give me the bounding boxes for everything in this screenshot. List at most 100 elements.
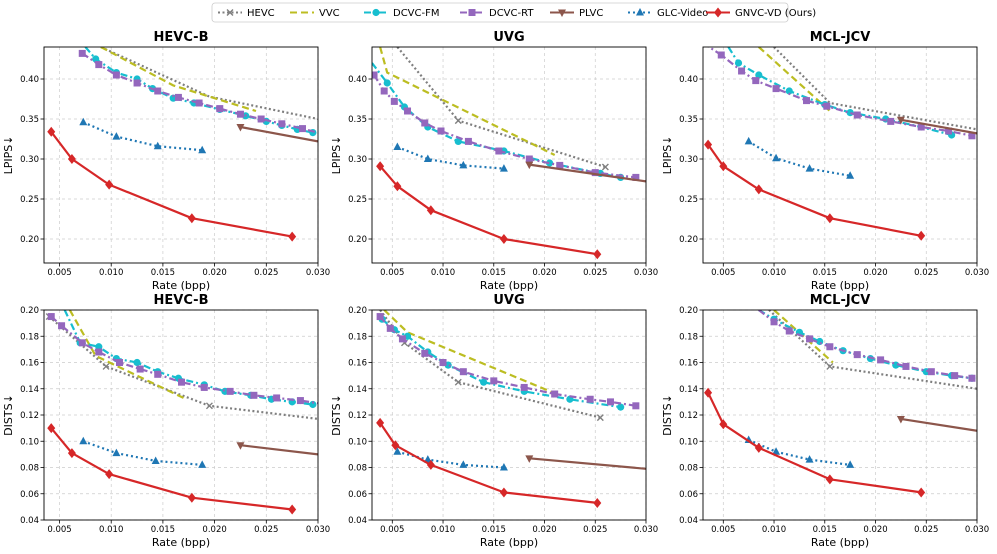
data-point-glc-video <box>499 463 508 471</box>
data-point-dcvc-rt <box>823 102 831 110</box>
data-point-gnvc-vd-ours <box>426 205 435 216</box>
legend-item-dcvc-rt: DCVC-RT <box>460 8 534 19</box>
series-line-vvc <box>68 310 185 399</box>
series-line-dcvc-fm <box>84 47 314 134</box>
y-tick-label: 0.25 <box>679 195 698 205</box>
chart-title: HEVC-B <box>154 30 209 45</box>
data-point-gnvc-vd-ours <box>499 234 508 244</box>
chart-title: HEVC-B <box>154 293 209 308</box>
y-axis-label: DISTS↓ <box>661 394 674 436</box>
x-tick-label: 0.025 <box>254 525 278 535</box>
x-tick-label: 0.020 <box>202 525 226 535</box>
legend-marker-dcvc-fm <box>372 8 380 17</box>
series-dcvc-rt <box>376 313 640 410</box>
y-tick-label: 0.18 <box>348 332 367 342</box>
legend-item-gnvc-vd-ours: GNVC-VD (Ours) <box>706 7 816 19</box>
data-point-glc-video <box>151 456 160 464</box>
y-tick-label: 0.06 <box>20 490 39 500</box>
x-tick-label: 0.015 <box>813 525 837 535</box>
data-point-dcvc-rt <box>296 397 304 405</box>
y-tick-label: 0.12 <box>348 411 367 421</box>
data-point-dcvc-rt <box>174 93 182 101</box>
y-tick-label: 0.06 <box>348 490 367 500</box>
y-tick-label: 0.20 <box>348 235 367 245</box>
data-point-glc-video <box>79 436 88 445</box>
data-point-glc-video <box>846 171 855 179</box>
data-point-plvc <box>525 455 534 463</box>
data-point-glc-video <box>153 141 162 150</box>
data-point-glc-video <box>198 145 207 154</box>
legend-label-hevc: HEVC <box>247 8 275 19</box>
data-point-dcvc-rt <box>154 87 162 95</box>
series-line-plvc <box>529 163 646 183</box>
series-line-vvc <box>383 310 561 397</box>
data-point-dcvc-rt <box>520 383 528 391</box>
series-vvc <box>68 310 185 399</box>
series-glc-video <box>79 436 207 468</box>
legend: HEVC VVC DCVC-FM DCVC-RT PLVC GLC-Video GNVC-V… <box>218 7 816 19</box>
x-tick-label: 0.020 <box>863 525 887 535</box>
series-dcvc-rt <box>372 71 640 181</box>
x-tick-label: 0.010 <box>431 268 455 278</box>
series-hevc <box>396 47 609 171</box>
grid <box>703 47 978 263</box>
y-tick-label: 0.35 <box>679 115 698 125</box>
data-point-dcvc-rt <box>95 348 103 356</box>
data-point-dcvc-rt <box>390 97 398 105</box>
data-point-dcvc-rt <box>770 318 778 326</box>
y-tick-label: 0.08 <box>348 464 367 474</box>
legend-item-dcvc-fm: DCVC-FM <box>364 8 440 19</box>
data-point-dcvc-rt <box>58 322 66 330</box>
x-tick-label: 0.005 <box>380 525 404 535</box>
data-point-dcvc-rt <box>853 111 861 119</box>
data-point-dcvc-rt <box>951 372 959 380</box>
x-tick-label: 0.010 <box>99 525 123 535</box>
y-tick-label: 0.20 <box>20 235 39 245</box>
series-dcvc-rt <box>707 47 976 140</box>
data-point-gnvc-vd-ours <box>719 419 728 430</box>
y-tick-label: 0.14 <box>348 385 367 395</box>
data-point-gnvc-vd-ours <box>754 442 763 453</box>
data-point-plvc <box>525 161 534 170</box>
data-point-dcvc-rt <box>927 368 935 376</box>
data-point-hevc <box>102 362 110 370</box>
data-point-glc-video <box>112 132 121 140</box>
y-tick-label: 0.08 <box>679 464 698 474</box>
data-point-dcvc-rt <box>887 117 895 125</box>
chart-title: UVG <box>493 30 524 45</box>
data-point-hevc <box>601 163 609 171</box>
data-point-plvc <box>236 442 245 450</box>
x-axis-label: Rate (bpp) <box>480 279 538 292</box>
axes-frame <box>43 46 319 264</box>
data-point-glc-video <box>393 142 402 150</box>
series-gnvc-vd-ours <box>47 423 297 515</box>
x-axis-label: Rate (bpp) <box>152 279 210 292</box>
data-point-dcvc-rt <box>738 67 746 75</box>
series-line-vvc <box>379 47 556 156</box>
data-point-dcvc-rt <box>404 107 412 115</box>
data-point-dcvc-rt <box>717 51 725 59</box>
data-point-dcvc-rt <box>632 173 640 181</box>
data-point-dcvc-rt <box>752 77 760 85</box>
legend-frame <box>211 2 789 23</box>
y-tick-label: 0.14 <box>679 385 698 395</box>
axes-frame <box>371 46 647 264</box>
x-tick-label: 0.010 <box>762 268 786 278</box>
data-point-gnvc-vd-ours <box>105 179 114 190</box>
legend-marker-glc-video <box>636 8 644 16</box>
data-point-dcvc-rt <box>226 387 234 395</box>
data-point-plvc <box>896 415 905 424</box>
series-line-dcvc-rt <box>707 47 973 137</box>
series-group <box>45 310 318 515</box>
x-tick-label: 0.005 <box>47 525 71 535</box>
data-point-dcvc-fm <box>383 79 391 87</box>
x-tick-label: 0.025 <box>583 525 607 535</box>
data-point-hevc <box>826 362 834 370</box>
series-line-gnvc-vd-ours <box>707 143 922 237</box>
data-point-gnvc-vd-ours <box>67 154 76 164</box>
series-line-plvc <box>240 444 318 456</box>
grid <box>372 47 647 263</box>
legend-label-vvc: VVC <box>319 8 340 19</box>
data-point-glc-video <box>805 455 814 463</box>
series-dcvc-fm <box>372 62 625 181</box>
